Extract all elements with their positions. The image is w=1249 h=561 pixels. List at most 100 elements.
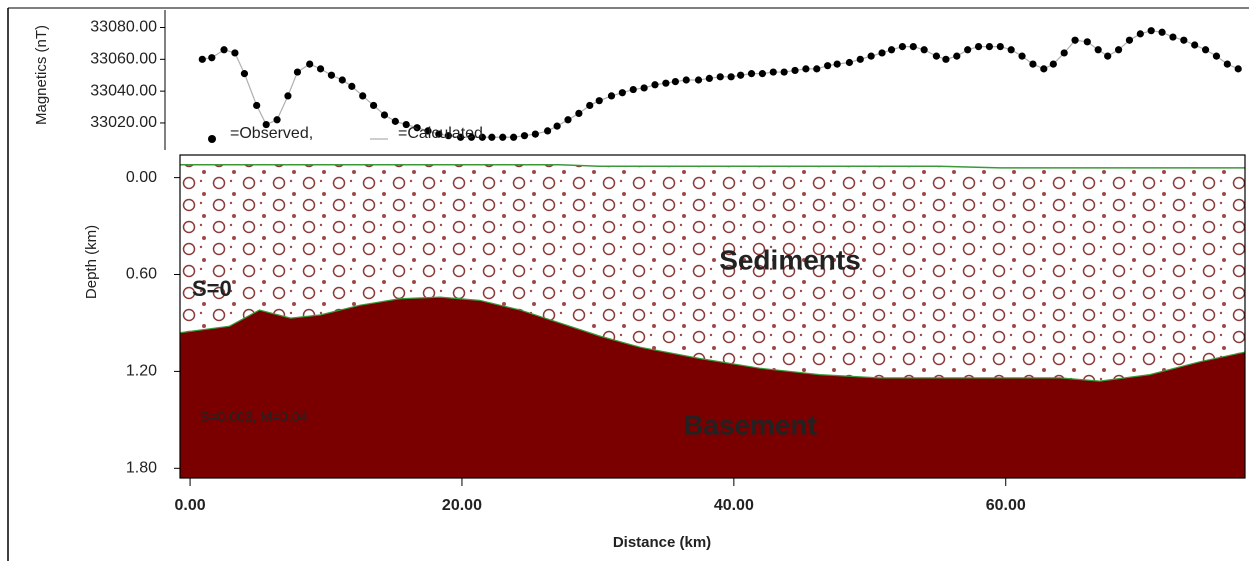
observed-point <box>953 52 961 60</box>
observed-point <box>705 74 713 83</box>
x-axis-title: Distance (km) <box>613 534 711 551</box>
observed-point <box>833 60 841 68</box>
observed-point <box>435 130 443 138</box>
plot-frame <box>179 154 1246 479</box>
observed-point <box>1029 60 1037 68</box>
x-tick-label: 40.00 <box>714 497 754 514</box>
observed-point <box>208 54 216 62</box>
observed-point <box>467 133 476 141</box>
observed-point <box>1060 49 1068 57</box>
observed-point <box>824 62 832 70</box>
layer-annotation: S=0.003, M=0.04 <box>200 409 308 425</box>
layer-label: Basement <box>683 409 817 440</box>
observed-point <box>1114 46 1123 54</box>
observed-point <box>424 127 432 135</box>
observed-point <box>262 120 270 129</box>
observed-point <box>531 130 539 138</box>
observed-point <box>671 77 679 86</box>
observed-point <box>618 89 626 97</box>
observed-point <box>887 46 896 54</box>
observed-point <box>974 42 983 51</box>
observed-point <box>499 133 507 141</box>
y-tick-label: 0.00 <box>126 169 157 186</box>
observed-point <box>607 92 616 100</box>
legend-label: =Observed, <box>230 125 313 142</box>
observed-point <box>867 52 875 60</box>
observed-point <box>996 42 1004 51</box>
observed-point <box>1212 52 1221 60</box>
observed-point <box>273 116 281 124</box>
observed-point <box>769 68 777 76</box>
observed-point <box>380 111 389 119</box>
observed-point <box>575 109 583 118</box>
y-tick-label: 0.60 <box>126 266 157 283</box>
observed-point <box>444 132 452 140</box>
observed-point <box>1147 27 1155 35</box>
observed-point <box>1191 41 1199 49</box>
observed-point <box>198 55 206 63</box>
observed-point <box>791 66 799 75</box>
observed-point <box>1136 30 1144 38</box>
layer-label: Sediments <box>719 244 861 275</box>
observed-point <box>716 73 724 81</box>
observed-point <box>1104 52 1112 60</box>
calculated-line <box>202 30 1239 138</box>
x-tick-label: 60.00 <box>986 497 1026 514</box>
observed-point <box>1223 60 1231 68</box>
observed-point <box>478 133 486 141</box>
basement-boundary <box>180 296 1246 382</box>
y-tick-label: 33080.00 <box>90 19 157 36</box>
y-tick-label: 33020.00 <box>90 114 157 131</box>
observed-point <box>586 101 594 110</box>
surface-line <box>180 163 1245 169</box>
observed-point <box>359 92 367 100</box>
observed-point <box>240 70 249 78</box>
observed-point <box>727 73 735 81</box>
observed-point <box>293 68 302 76</box>
observed-point <box>682 76 690 84</box>
observed-point <box>662 79 670 87</box>
observed-point <box>964 46 972 54</box>
observed-point <box>694 76 703 84</box>
observed-point <box>1201 46 1210 54</box>
legend-label: =Calculated <box>398 125 483 142</box>
legend-marker <box>208 135 216 143</box>
observed-point <box>845 58 853 67</box>
observed-point <box>802 65 810 73</box>
observed-point <box>737 71 745 79</box>
observed-point <box>1049 60 1057 68</box>
observed-point <box>1125 36 1134 44</box>
observed-point <box>909 42 917 51</box>
observed-point <box>747 70 756 78</box>
observed-point <box>220 46 228 54</box>
observed-point <box>327 71 336 79</box>
observed-point <box>348 82 356 90</box>
observed-point <box>898 42 907 51</box>
observed-point <box>391 117 399 125</box>
observed-point <box>758 70 766 78</box>
observed-point <box>1071 36 1079 44</box>
observed-point <box>878 49 886 57</box>
observed-point <box>520 132 529 140</box>
observed-point <box>932 52 941 60</box>
observed-point <box>402 120 410 129</box>
observed-point <box>985 42 994 51</box>
y-tick-label: 33060.00 <box>90 51 157 68</box>
y-axis-title: Magnetics (nT) <box>33 25 50 125</box>
observed-point <box>543 127 552 135</box>
y-tick-label: 33040.00 <box>90 82 157 99</box>
y-axis-title: Depth (km) <box>83 225 100 299</box>
observed-point <box>920 46 928 54</box>
observed-point <box>1094 46 1102 54</box>
observed-point <box>369 101 378 110</box>
observed-point <box>316 65 325 73</box>
observed-point <box>651 81 659 89</box>
basement-area <box>180 297 1245 478</box>
observed-point <box>338 76 346 84</box>
observed-point <box>1169 33 1177 41</box>
observed-point <box>553 122 561 130</box>
y-tick-label: 1.20 <box>126 363 157 380</box>
observed-point <box>856 55 864 63</box>
observed-point <box>488 133 496 141</box>
